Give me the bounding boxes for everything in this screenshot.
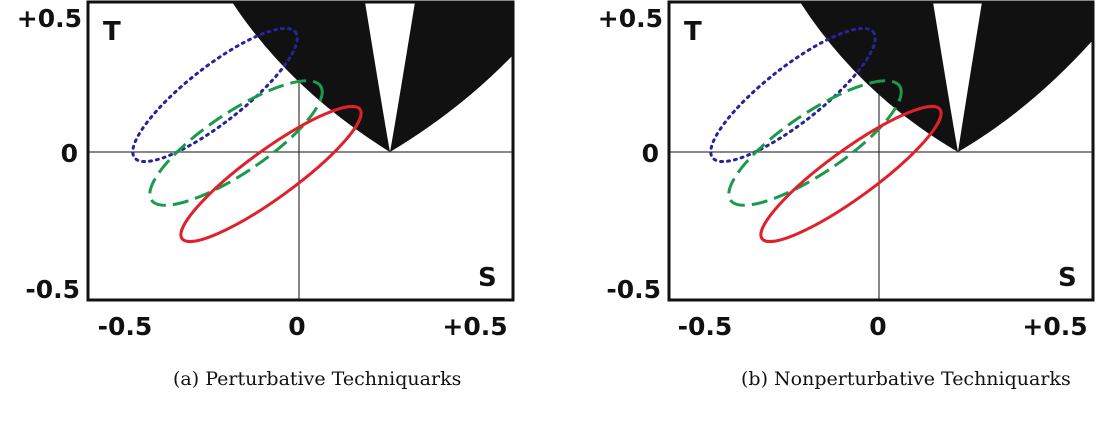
panel-b: T S +0.5 0 -0.5 -0.5 0 +0.5 <box>598 0 1095 341</box>
panel-b-frame <box>667 0 1095 302</box>
excluded-region <box>232 2 513 152</box>
dotted-ellipse <box>709 26 877 164</box>
y-tick-top: +0.5 <box>598 4 663 33</box>
dashed-ellipse <box>148 79 324 207</box>
dashed-ellipse <box>727 79 903 207</box>
caption-a: (a) Perturbative Techniquarks <box>173 368 462 390</box>
x-tick-zero: 0 <box>869 312 886 341</box>
panel-a-plot-area <box>88 2 513 300</box>
x-tick-left: -0.5 <box>98 312 153 341</box>
allowed-wedge <box>933 2 982 152</box>
panel-b-plot-area <box>669 2 1093 300</box>
y-axis-letter: T <box>684 17 702 47</box>
dotted-ellipse <box>131 26 299 164</box>
solid-ellipse <box>759 104 943 244</box>
y-tick-zero: 0 <box>642 139 659 168</box>
x-tick-right: +0.5 <box>1022 312 1087 341</box>
x-axis-letter: S <box>1058 263 1077 293</box>
y-tick-zero: 0 <box>61 139 78 168</box>
panel-a-frame <box>86 0 515 302</box>
x-tick-left: -0.5 <box>678 312 733 341</box>
x-tick-right: +0.5 <box>442 312 507 341</box>
x-tick-zero: 0 <box>288 312 305 341</box>
y-tick-top: +0.5 <box>17 4 82 33</box>
allowed-wedge <box>365 2 415 152</box>
caption-b: (b) Nonperturbative Techniquarks <box>741 368 1071 390</box>
x-axis-letter: S <box>478 263 497 293</box>
solid-ellipse <box>179 104 363 244</box>
y-tick-bottom: -0.5 <box>25 275 80 304</box>
y-tick-bottom: -0.5 <box>606 275 661 304</box>
y-axis-letter: T <box>103 17 121 47</box>
panel-a: T S +0.5 0 -0.5 -0.5 0 +0.5 <box>17 0 515 341</box>
